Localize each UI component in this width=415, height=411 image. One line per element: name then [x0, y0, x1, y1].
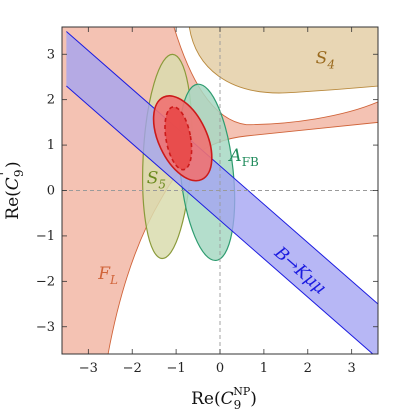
y-tick-label: 2: [47, 93, 55, 108]
y-title-prefix: Re(: [3, 190, 23, 220]
y-title-sub: 9: [12, 170, 26, 178]
x-tick-label: 1: [260, 361, 268, 376]
afb-label-subscript: FB: [242, 155, 259, 169]
y-tick-label: 0: [47, 184, 55, 199]
x-title-suffix: ): [250, 389, 257, 409]
x-title-sub: 9: [234, 398, 242, 411]
x-tick-label: −1: [167, 361, 186, 376]
y-title-sup: ': [0, 172, 13, 176]
s4-label: S4: [316, 48, 335, 71]
s5-label-subscript: 5: [158, 178, 166, 192]
y-tick-label: 3: [47, 47, 55, 62]
x-tick-label: 2: [304, 361, 312, 376]
x-title-prefix: Re(: [191, 389, 221, 409]
y-title-c: C: [3, 177, 23, 190]
y-tick-label: −2: [36, 274, 55, 289]
afb-label-base: A: [227, 146, 241, 166]
s5-label: S5: [147, 169, 166, 192]
x-title-sup: NP: [233, 385, 251, 398]
s5-label-base: S: [147, 169, 159, 189]
y-tick-label: −3: [36, 320, 55, 335]
s4-label-subscript: 4: [326, 57, 335, 71]
y-tick-label: −1: [36, 229, 55, 244]
bkmumu-band-lower-edge: [66, 85, 374, 354]
y-tick-label: 1: [47, 138, 55, 153]
s4-label-base: S: [316, 48, 328, 68]
y-axis-title: Re(C9'): [0, 161, 26, 219]
x-axis-title: Re(C9NP): [191, 385, 257, 411]
combined-contour-inner: [164, 106, 193, 171]
y-title-suffix: ): [3, 161, 23, 168]
fl-label-base: F: [97, 264, 111, 284]
y-axis-ticks: −3 −2 −1 0 1 2 3: [36, 47, 378, 335]
bkmumu-band: [66, 31, 378, 354]
x-tick-label: −3: [79, 361, 98, 376]
x-tick-label: 0: [216, 361, 224, 376]
fl-label: FL: [97, 264, 118, 287]
bkmumu-band-upper-edge: [66, 31, 378, 305]
s4-region: [188, 27, 378, 94]
afb-label: AFB: [227, 146, 259, 169]
x-tick-label: −2: [123, 361, 142, 376]
fl-label-subscript: L: [109, 273, 118, 287]
x-tick-label: 3: [348, 361, 356, 376]
x-axis-ticks: −3 −2 −1 0 1 2 3: [79, 27, 356, 376]
x-title-c: C: [221, 389, 234, 409]
